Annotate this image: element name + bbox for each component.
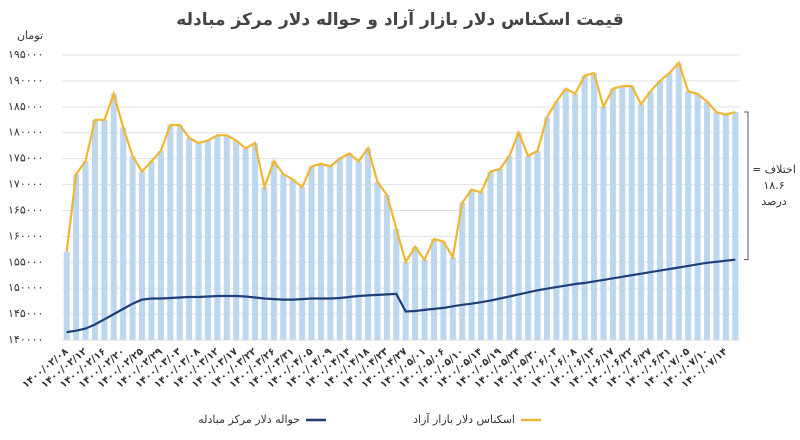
legend-item: اسکناس دلار بازار آزاد [413, 412, 541, 426]
bar [82, 161, 89, 340]
bar [139, 171, 146, 340]
y-tick-label: ۱۶۵۰۰۰ [8, 203, 43, 216]
annotation: درصد [761, 195, 786, 208]
bar [242, 148, 249, 340]
bar [694, 93, 701, 340]
bar [581, 75, 588, 341]
y-tick-label: ۱۴۰۰۰۰ [8, 333, 43, 346]
bar [609, 88, 616, 340]
y-tick-label: ۱۷۰۰۰۰ [8, 178, 43, 191]
bar [101, 119, 108, 340]
bar [270, 161, 277, 340]
bar [675, 62, 682, 340]
legend-item: حواله دلار مرکز مبادله [198, 413, 326, 426]
bar [619, 86, 626, 340]
bar [261, 187, 268, 340]
bar [468, 189, 475, 340]
bar [722, 114, 729, 340]
bar [289, 179, 296, 340]
bar [421, 259, 428, 340]
annotation: ۱۸.۶ [763, 179, 784, 192]
bar [91, 119, 98, 340]
bar [157, 150, 164, 340]
bar [440, 241, 447, 340]
bar [553, 101, 560, 341]
bar [346, 153, 353, 340]
bracket [744, 111, 749, 261]
y-axis-label: تومان [17, 29, 43, 42]
bar [732, 112, 739, 340]
bar [459, 202, 466, 340]
annotation: اختلاف = [752, 163, 796, 176]
bar [430, 238, 437, 340]
y-tick-label: ۱۹۰۰۰۰ [8, 74, 43, 87]
bar [204, 140, 211, 340]
bar [543, 117, 550, 340]
bar [506, 156, 513, 340]
bar [478, 192, 485, 340]
bar [233, 140, 240, 340]
bar [402, 262, 409, 340]
bar [148, 161, 155, 340]
line-0 [65, 60, 736, 266]
bar [355, 161, 362, 340]
bar [280, 174, 287, 340]
bar [496, 169, 503, 340]
bar [327, 166, 334, 340]
bar [628, 86, 635, 340]
bar [317, 163, 324, 340]
bar [252, 143, 259, 340]
line-1 [66, 258, 736, 334]
bar [365, 148, 372, 340]
bar [704, 101, 711, 341]
bar [167, 124, 174, 340]
y-tick-label: ۱۵۵۰۰۰ [8, 255, 43, 268]
bar [713, 112, 720, 340]
chart-title: قیمت اسکناس دلار بازار آزاد و حواله دلار… [176, 8, 623, 30]
bar [449, 257, 456, 340]
bar [685, 91, 692, 340]
y-tick-label: ۱۸۰۰۰۰ [8, 126, 43, 139]
bar [666, 73, 673, 341]
bar [223, 135, 230, 340]
bar [534, 150, 541, 340]
legend-label: اسکناس دلار بازار آزاد [413, 412, 515, 426]
bar [129, 156, 136, 340]
bar [195, 143, 202, 340]
y-tick-label: ۱۴۵۰۰۰ [8, 307, 43, 320]
y-tick-label: ۱۵۰۰۰۰ [8, 281, 43, 294]
y-tick-label: ۱۸۵۰۰۰ [8, 100, 43, 113]
bar [186, 137, 193, 340]
bar [110, 93, 117, 340]
legend-label: حواله دلار مرکز مبادله [198, 413, 300, 426]
bar [308, 166, 315, 340]
bar [120, 127, 127, 340]
y-tick-label: ۱۹۵۰۰۰ [8, 48, 43, 61]
bar [336, 158, 343, 340]
bar [383, 194, 390, 340]
bar [647, 91, 654, 340]
bar [393, 228, 400, 340]
bar [299, 187, 306, 340]
y-tick-label: ۱۶۰۰۰۰ [8, 229, 43, 242]
bar [374, 181, 381, 340]
y-tick-label: ۱۷۵۰۰۰ [8, 152, 43, 165]
bar [572, 93, 579, 340]
bar [487, 171, 494, 340]
bar [214, 135, 221, 340]
bar [656, 80, 663, 340]
bar [638, 104, 645, 341]
bar [525, 156, 532, 340]
bar [412, 246, 419, 340]
bar [176, 124, 183, 340]
bar [63, 251, 70, 340]
bar [515, 132, 522, 340]
bar [562, 88, 569, 340]
bar [591, 73, 598, 341]
bar [73, 174, 80, 340]
bar [600, 106, 607, 341]
